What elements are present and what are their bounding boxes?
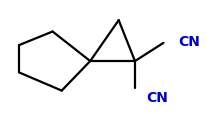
Text: CN: CN (178, 34, 200, 48)
Text: CN: CN (146, 91, 168, 105)
